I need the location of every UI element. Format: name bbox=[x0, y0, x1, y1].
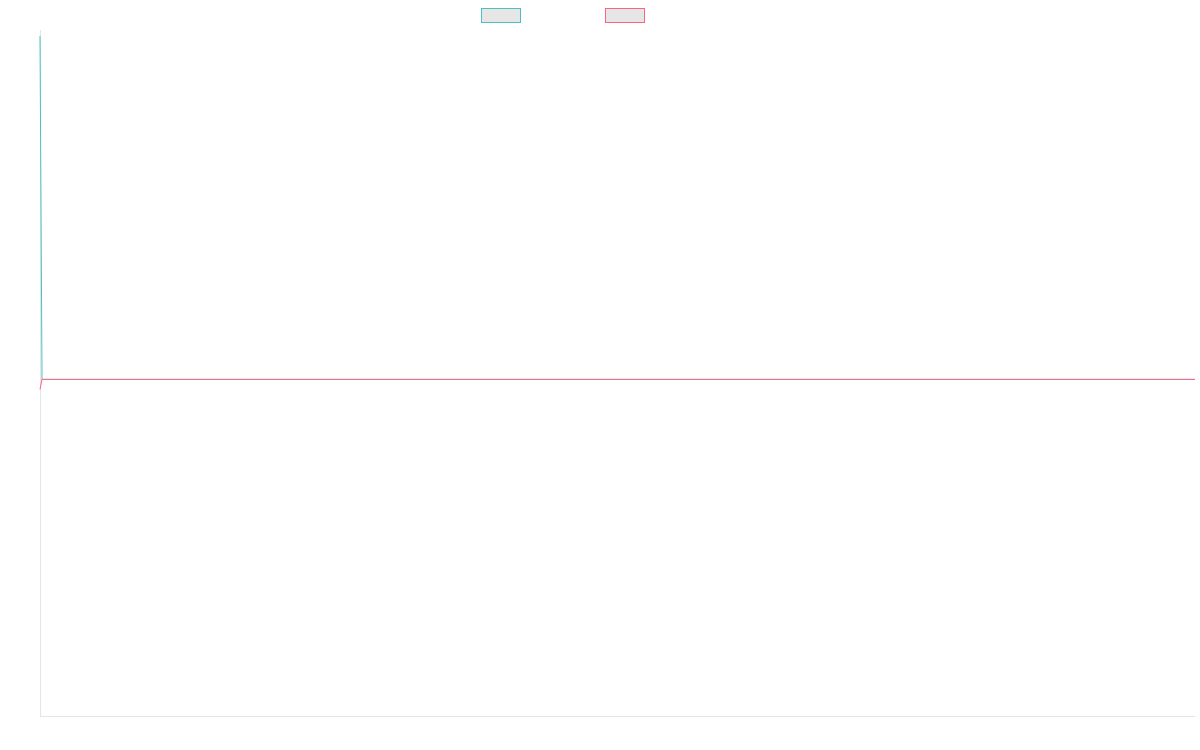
series-line-1 bbox=[39, 35, 1195, 380]
series-layer bbox=[39, 35, 1195, 390]
chart-legend bbox=[0, 8, 1200, 28]
legend-item-series-2[interactable] bbox=[605, 8, 653, 23]
series-line-2 bbox=[39, 378, 1195, 390]
legend-item-series-1[interactable] bbox=[481, 8, 529, 23]
legend-swatch-series-1 bbox=[481, 8, 521, 23]
legend-swatch-series-2 bbox=[605, 8, 645, 23]
